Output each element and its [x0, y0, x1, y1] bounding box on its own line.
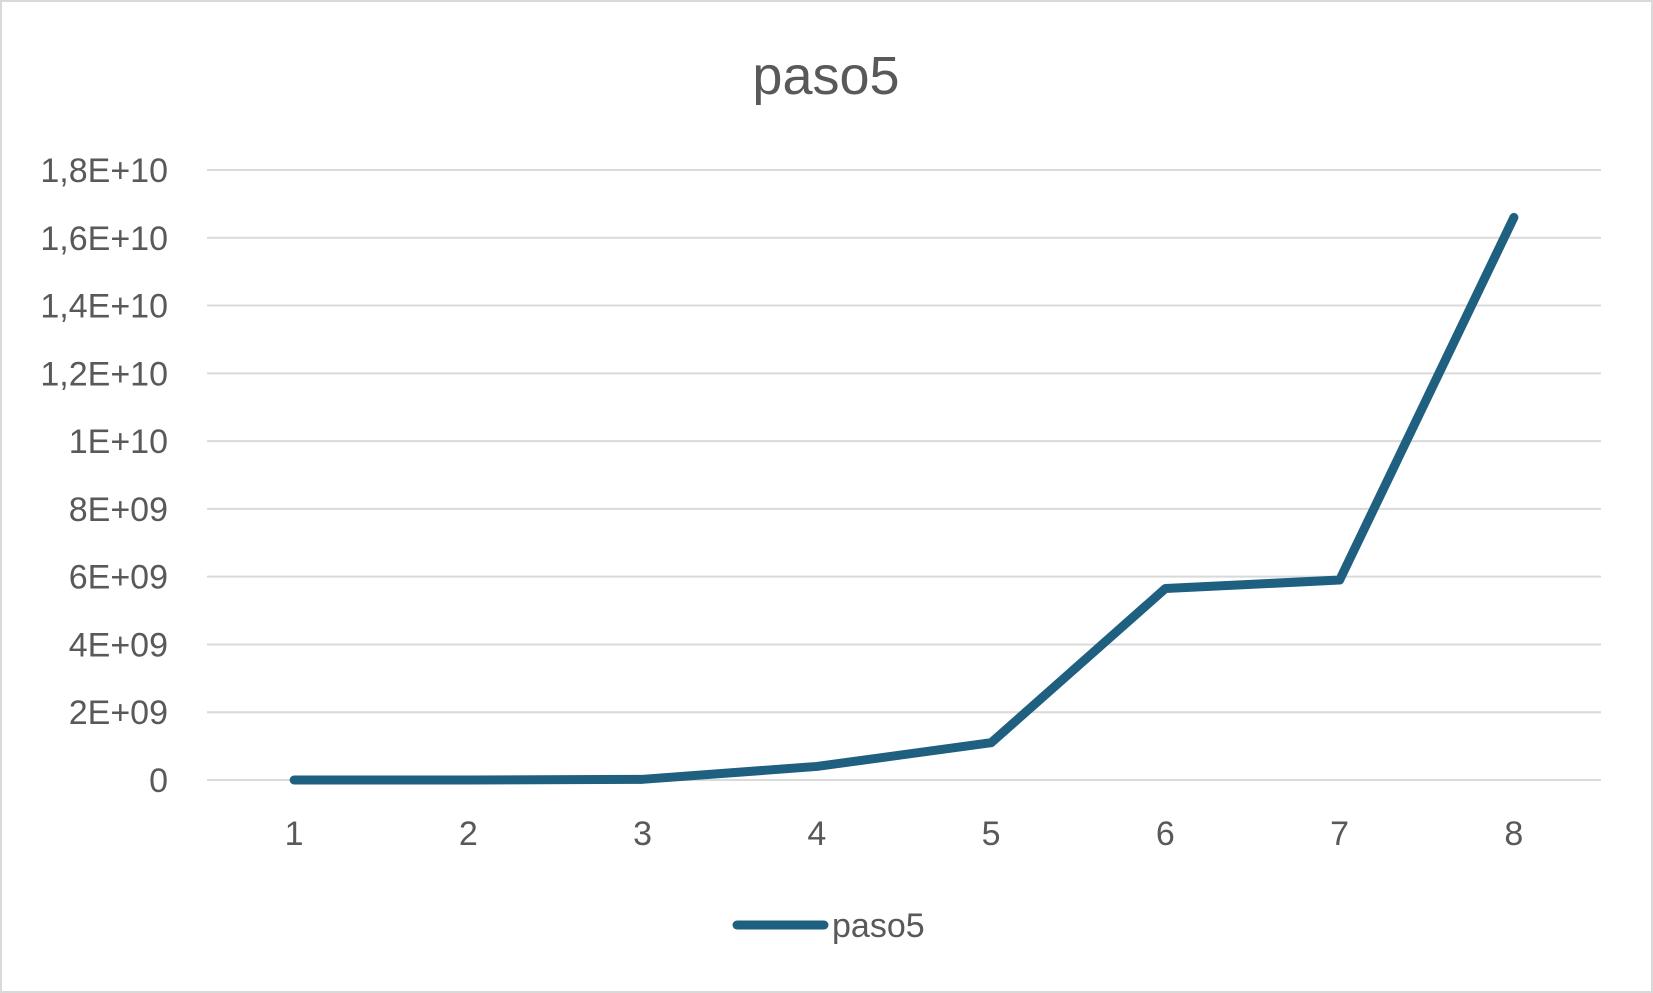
y-axis: 0 2E+09 4E+09 6E+09 8E+09 1E+10 1,2E+10 1,4E+10…	[40, 152, 168, 800]
legend: paso5	[732, 907, 925, 945]
y-tick-label: 1E+10	[69, 423, 168, 461]
x-tick-label: 1	[285, 815, 304, 853]
legend-label: paso5	[832, 907, 925, 945]
x-tick-label: 3	[633, 815, 652, 853]
y-tick-label: 0	[149, 762, 168, 800]
x-axis: 1 2 3 4 5 6 7 8	[285, 815, 1524, 853]
x-tick-label: 6	[1156, 815, 1175, 853]
y-tick-label: 2E+09	[69, 694, 168, 732]
y-tick-label: 1,2E+10	[40, 355, 168, 393]
y-tick-label: 1,8E+10	[40, 152, 168, 190]
y-tick-label: 1,4E+10	[40, 288, 168, 326]
chart-title: paso5	[752, 46, 899, 106]
x-tick-label: 7	[1330, 815, 1349, 853]
series-layer	[289, 212, 1519, 785]
y-tick-label: 4E+09	[69, 626, 168, 664]
x-tick-label: 8	[1504, 815, 1523, 853]
x-tick-label: 5	[982, 815, 1001, 853]
x-tick-label: 4	[807, 815, 826, 853]
y-tick-label: 6E+09	[69, 559, 168, 597]
x-tick-label: 2	[459, 815, 478, 853]
y-tick-label: 1,6E+10	[40, 220, 168, 258]
y-tick-label: 8E+09	[69, 491, 168, 529]
series-line-paso5	[289, 212, 1519, 785]
